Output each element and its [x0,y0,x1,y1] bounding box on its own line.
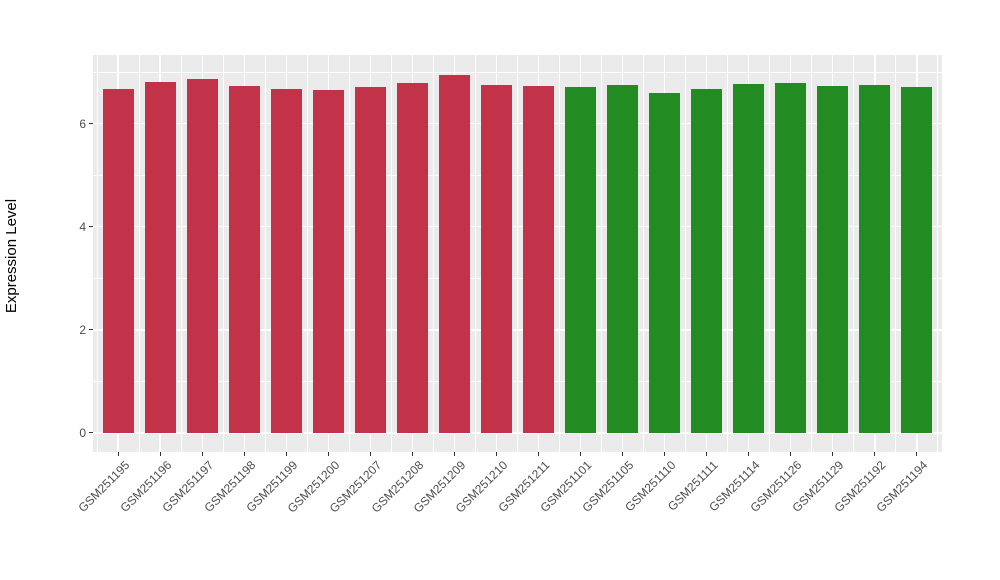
y-tick-label: 6 [79,116,86,131]
x-tick-mark [117,452,119,456]
gridline-minor-v [601,55,603,452]
x-tick-mark [327,452,329,456]
x-tick-mark [832,452,834,456]
bar-GSM251192 [859,84,891,433]
gridline-minor-v [390,55,392,452]
y-tick-label: 2 [79,322,86,337]
x-tick-mark [664,452,666,456]
bar-GSM251197 [186,79,218,433]
gridline-minor-v [895,55,897,452]
y-tick-mark [89,226,93,228]
x-tick-mark [538,452,539,456]
gridline-minor-v [811,55,813,452]
gridline-minor-v [474,55,476,452]
gridline-minor-v [685,55,687,452]
y-axis-title: Expression Level [3,198,20,314]
x-tick-mark [411,452,413,456]
y-tick-mark [89,432,93,434]
y-tick-mark [89,123,93,125]
y-tick-label: 0 [79,425,86,440]
x-tick-mark [369,452,371,456]
x-tick-mark [495,452,497,456]
bar-GSM251209 [438,74,470,433]
gridline-minor-v [559,55,561,452]
bar-GSM251110 [649,93,681,433]
gridline-minor-v [264,55,266,452]
gridline-minor-v [138,55,140,452]
x-tick-mark [622,452,624,456]
bar-GSM251105 [607,84,639,433]
x-tick-mark [580,452,582,456]
gridline-major-h [93,329,942,331]
gridline-minor-v [769,55,771,452]
bar-GSM251196 [144,82,176,433]
x-tick-mark [748,452,750,456]
bar-GSM251101 [565,87,597,433]
x-tick-mark [874,452,876,456]
x-tick-mark [790,452,792,456]
bar-GSM251208 [396,83,428,433]
bar-GSM251210 [480,84,512,433]
bar-GSM251114 [733,84,765,433]
gridline-minor-v [96,55,98,452]
x-tick-mark [285,452,287,456]
x-tick-mark [243,452,245,456]
bar-GSM251207 [354,87,386,433]
gridline-minor-v [853,55,855,452]
x-tick-mark [201,452,203,456]
gridline-major-h [93,122,942,125]
x-tick-mark [453,452,455,456]
bar-GSM251211 [523,85,554,433]
bar-GSM251111 [691,88,723,433]
gridline-minor-v [517,55,518,452]
y-tick-label: 4 [79,219,86,234]
bar-GSM251198 [228,86,260,433]
gridline-minor-v [180,55,182,452]
bar-GSM251200 [312,89,344,433]
gridline-minor-v [937,55,939,452]
x-tick-mark [159,452,161,456]
plot-panel [93,55,942,452]
bar-GSM251195 [102,89,134,433]
gridline-minor-v [348,55,350,452]
gridline-major-h [93,225,942,228]
x-tick-mark [706,452,708,456]
gridline-minor-v [643,55,645,452]
bar-GSM251129 [817,86,849,433]
gridline-minor-v [727,55,729,452]
bar-GSM251199 [270,88,302,433]
y-tick-mark [89,329,93,331]
gridline-minor-v [432,55,434,452]
bar-GSM251194 [901,86,933,433]
gridline-minor-v [306,55,308,452]
bar-GSM251126 [775,82,807,433]
gridline-minor-v [222,55,224,452]
gridline-major-h [93,432,942,434]
x-tick-mark [916,452,918,456]
